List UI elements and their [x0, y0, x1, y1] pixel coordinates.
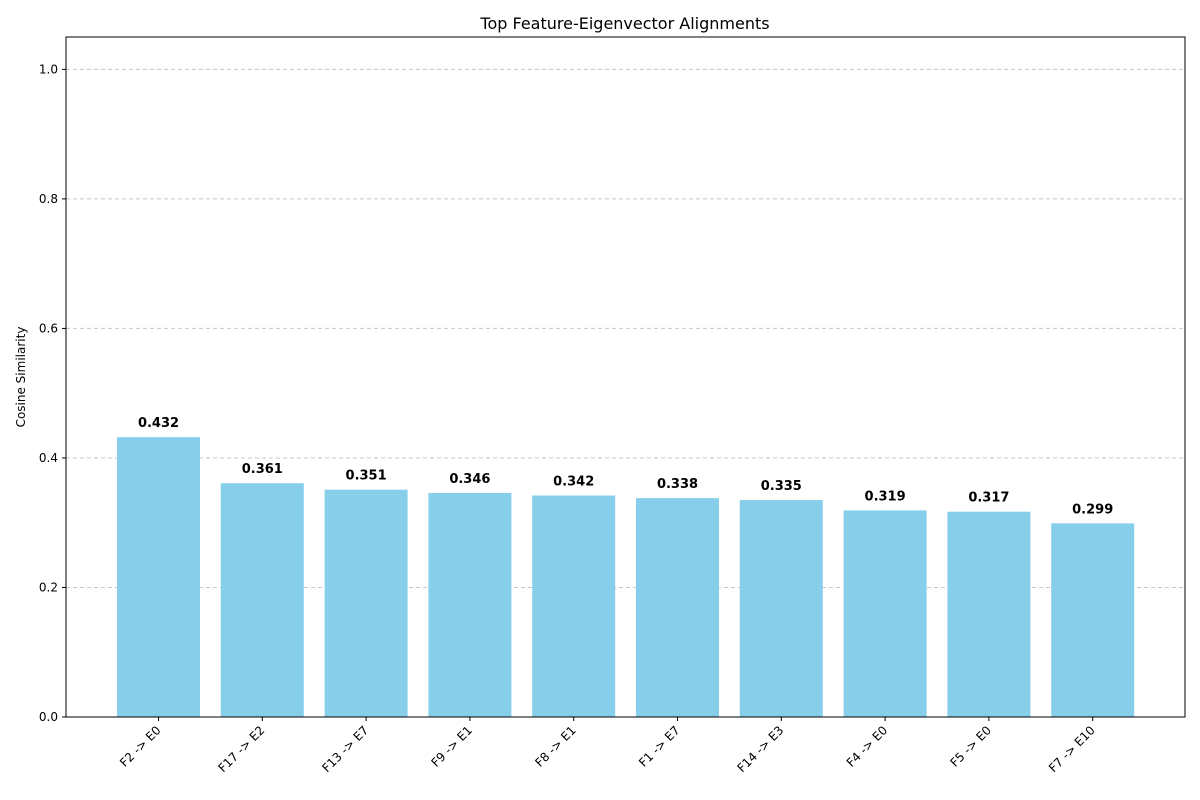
bar: [1051, 523, 1135, 717]
x-tick-label: F4 -> E0: [844, 723, 891, 770]
plot-frame: [65, 36, 1186, 718]
bar: [220, 483, 304, 717]
x-tick-label: F8 -> E1: [532, 723, 579, 770]
bar: [117, 437, 200, 717]
x-tick-label: F7 -> E10: [1046, 723, 1098, 775]
y-tick-label: 0.0: [39, 710, 58, 724]
x-tick-label: F1 -> E7: [636, 723, 683, 770]
y-tick-label: 0.8: [39, 192, 58, 206]
y-tick-label: 0.6: [39, 321, 58, 335]
bar: [636, 498, 719, 717]
data-label: 0.361: [242, 462, 283, 477]
bar: [947, 511, 1031, 717]
x-axis-ticks: F2 -> E0 F17 -> E2 F13 -> E7 F9 -> E1 F8 -> …: [117, 717, 1098, 775]
x-tick-label: F17 -> E2: [216, 723, 268, 775]
y-tick-label: 0.4: [39, 451, 58, 465]
chart-title: Top Feature-Eigenvector Alignments: [479, 14, 769, 33]
x-tick-label: F2 -> E0: [117, 723, 164, 770]
y-tick-label: 1.0: [39, 62, 58, 76]
x-tick-label: F5 -> E0: [948, 723, 995, 770]
data-label: 0.338: [657, 477, 698, 492]
x-tick-label: F9 -> E1: [429, 723, 476, 770]
data-label: 0.346: [449, 472, 490, 487]
y-axis-label: Cosine Similarity: [14, 327, 28, 428]
bars: [117, 437, 1135, 717]
bar: [324, 489, 408, 717]
y-axis-ticks: 0.0 0.2 0.4 0.6 0.8 1.0: [39, 62, 66, 724]
data-label: 0.299: [1072, 502, 1113, 517]
data-label: 0.351: [346, 469, 387, 484]
bar: [843, 510, 927, 717]
x-tick-label: F14 -> E3: [735, 723, 787, 775]
y-tick-label: 0.2: [39, 580, 58, 594]
x-tick-label: F13 -> E7: [319, 723, 371, 775]
bar: [428, 492, 512, 717]
data-label: 0.317: [968, 491, 1009, 506]
data-label: 0.335: [761, 479, 802, 494]
bar: [739, 500, 823, 717]
data-label: 0.342: [553, 475, 594, 490]
bar: [532, 495, 616, 717]
data-labels: 0.432 0.361 0.351 0.346 0.342 0.338 0.335 0.319…: [138, 416, 1113, 517]
data-label: 0.432: [138, 416, 179, 431]
data-label: 0.319: [865, 489, 906, 504]
